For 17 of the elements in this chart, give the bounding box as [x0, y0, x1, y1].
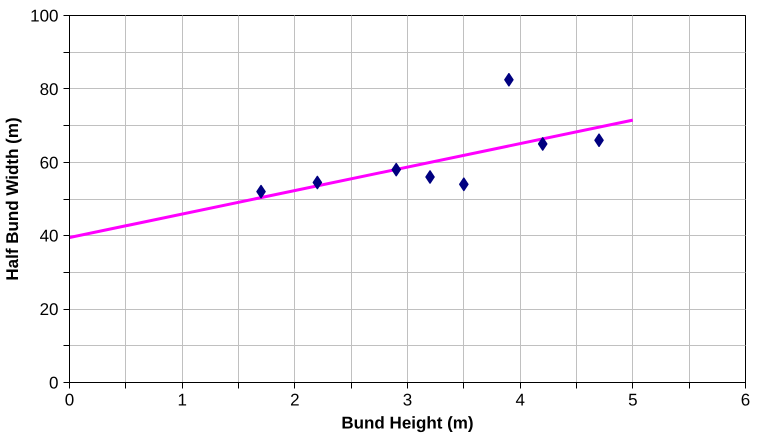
x-tick-label: 0 — [64, 390, 74, 410]
y-tick-label: 20 — [40, 300, 59, 320]
y-tick-label: 0 — [49, 374, 59, 392]
y-tick-label: 40 — [40, 226, 59, 246]
y-tick-label: 100 — [30, 6, 59, 26]
x-tick-label: 5 — [628, 390, 638, 410]
y-tick-label: 60 — [40, 153, 59, 172]
x-tick-label: 1 — [177, 390, 187, 410]
point — [538, 136, 548, 151]
y-axis-title: Half Bund Width (m) — [3, 117, 22, 281]
x-axis-title: Bund Height (m) — [341, 414, 474, 432]
x-tick-label: 6 — [740, 390, 750, 410]
x-tick-label: 3 — [402, 390, 412, 410]
point — [391, 162, 402, 177]
x-tick-label: 2 — [290, 390, 300, 410]
x-tick-label: 4 — [515, 390, 525, 410]
y-tick-label: 80 — [40, 80, 59, 99]
